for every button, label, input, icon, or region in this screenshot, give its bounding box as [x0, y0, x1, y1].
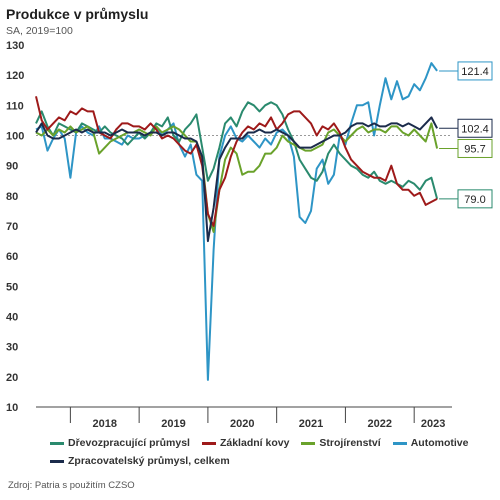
legend-row-1: Dřevozpracující průmysl Základní kovy St… — [50, 434, 490, 452]
x-tick-label-2021: 2021 — [299, 418, 323, 430]
y-tick-label-100: 100 — [6, 131, 24, 143]
end-label-celkem: 102.4 — [461, 123, 489, 135]
legend-swatch-kovy — [201, 441, 216, 445]
legend-swatch-auto — [392, 441, 407, 445]
end-label-box-celkem — [457, 118, 493, 138]
y-tick-label-130: 130 — [6, 40, 24, 52]
legend-row-2: Zpracovatelský průmysl, celkem — [50, 452, 490, 470]
y-tick-label-20: 20 — [6, 372, 18, 384]
y-tick-label-50: 50 — [6, 281, 18, 293]
legend-swatch-stroj — [301, 441, 316, 445]
y-tick-label-60: 60 — [6, 251, 18, 263]
y-tick-label-10: 10 — [6, 402, 18, 414]
legend-item-drevo[interactable]: Dřevozpracující průmysl — [50, 437, 190, 449]
y-tick-label-110: 110 — [6, 100, 24, 112]
end-label-stroj: 95.7 — [464, 143, 485, 155]
x-tick-label-2023: 2023 — [421, 418, 445, 430]
x-tick-label-2020: 2020 — [230, 418, 254, 430]
legend-label-stroj: Strojírenství — [319, 437, 381, 449]
legend-swatch-celkem — [50, 459, 64, 463]
end-label-box-drevo — [457, 189, 493, 209]
legend-item-celkem[interactable]: Zpracovatelský průmysl, celkem — [50, 455, 230, 467]
series-line-kovy — [35, 96, 438, 227]
legend-item-kovy[interactable]: Základní kovy — [201, 437, 290, 449]
end-label-drevo: 79.0 — [464, 194, 485, 206]
series-line-auto — [35, 62, 438, 381]
legend-label-drevo: Dřevozpracující průmysl — [68, 437, 190, 449]
source-note: Zdroj: Patria s použitím CZSO — [8, 480, 135, 491]
x-tick-label-2019: 2019 — [161, 418, 185, 430]
end-label-auto: 121.4 — [461, 66, 489, 78]
legend-item-stroj[interactable]: Strojírenství — [301, 437, 381, 449]
legend-label-celkem: Zpracovatelský průmysl, celkem — [68, 455, 230, 467]
y-tick-label-80: 80 — [6, 191, 18, 203]
chart-subtitle: SA, 2019=100 — [6, 25, 73, 37]
legend-label-auto: Automotive — [410, 437, 469, 449]
y-tick-label-90: 90 — [6, 161, 18, 173]
legend-swatch-drevo — [50, 441, 64, 445]
y-tick-label-70: 70 — [6, 221, 18, 233]
x-tick-label-2022: 2022 — [368, 418, 392, 430]
end-label-box-auto — [457, 61, 493, 81]
y-tick-label-120: 120 — [6, 70, 24, 82]
legend-label-kovy: Základní kovy — [219, 437, 290, 449]
legend-item-auto[interactable]: Automotive — [392, 437, 469, 449]
chart-title: Produkce v průmyslu — [6, 6, 149, 22]
chart-legend: Dřevozpracující průmysl Základní kovy St… — [50, 434, 490, 470]
series-line-stroj — [35, 122, 439, 233]
x-tick-label-2018: 2018 — [93, 418, 117, 430]
series-line-celkem — [35, 116, 438, 243]
y-tick-label-30: 30 — [6, 342, 18, 354]
end-label-box-stroj — [457, 138, 493, 158]
y-tick-label-40: 40 — [6, 312, 18, 324]
